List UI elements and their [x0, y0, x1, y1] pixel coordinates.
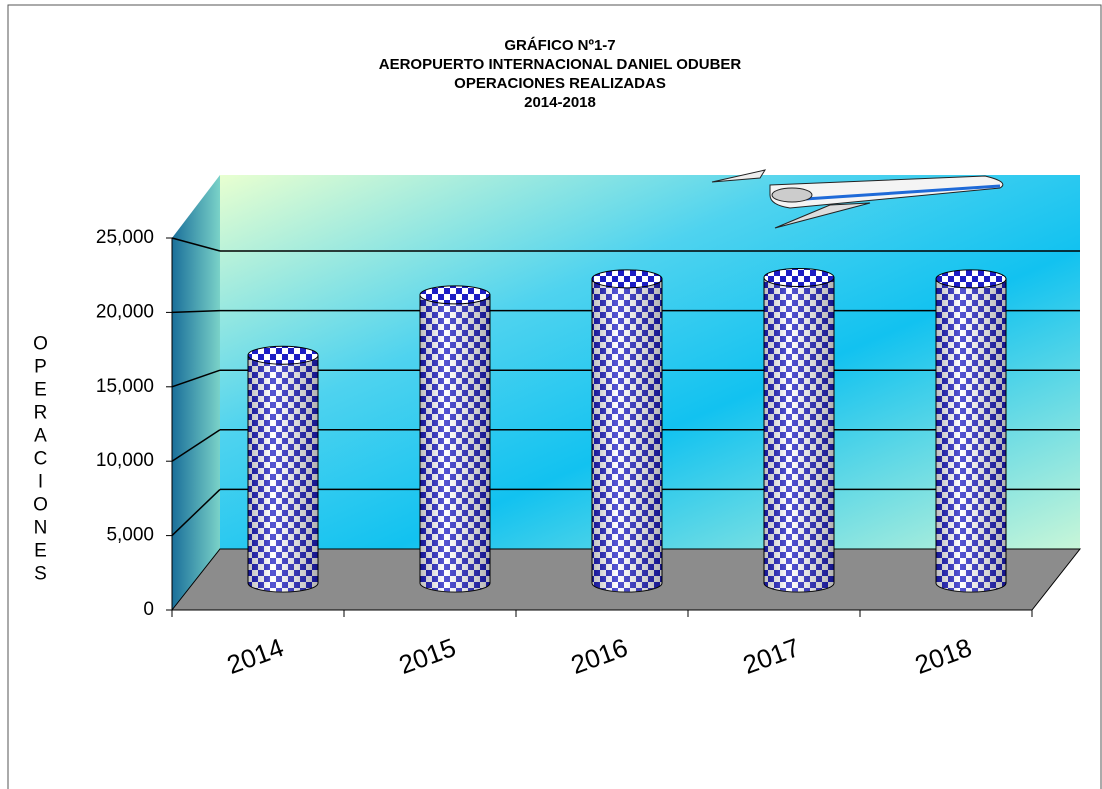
y-tick-label: 5,000	[106, 525, 154, 546]
bar-shade	[248, 355, 318, 592]
airplane	[711, 169, 1004, 229]
bar-shade	[936, 278, 1006, 592]
bar	[247, 345, 319, 593]
bar-top	[591, 269, 663, 289]
bar-top	[935, 269, 1007, 289]
bar-top	[247, 345, 319, 365]
y-axis-label: OPERACIONES	[30, 334, 51, 587]
y-tick-label: 0	[143, 599, 154, 620]
y-tick-label: 10,000	[96, 450, 154, 471]
bar-top	[763, 267, 835, 287]
grid-line	[171, 309, 221, 314]
title-line: 2014-2018	[524, 94, 596, 111]
y-tick-label: 25,000	[96, 227, 154, 248]
bar	[419, 285, 491, 593]
bar	[935, 269, 1007, 593]
y-tick-label: 15,000	[96, 376, 154, 397]
title-line: AEROPUERTO INTERNACIONAL DANIEL ODUBER	[379, 56, 742, 73]
grid-line	[171, 237, 221, 252]
grid-line	[171, 369, 221, 388]
bar-shade	[592, 278, 662, 592]
bar	[763, 267, 835, 593]
grid-line	[171, 488, 221, 537]
title-line: OPERACIONES REALIZADAS	[454, 75, 666, 92]
bar-top	[419, 285, 491, 305]
title: GRÁFICO Nº1-7 AEROPUERTO INTERNACIONAL DA…	[379, 37, 742, 111]
bar	[591, 269, 663, 593]
title-line: GRÁFICO Nº1-7	[504, 37, 615, 54]
bar-shade	[764, 277, 834, 592]
y-tick-label: 20,000	[96, 301, 154, 322]
bar-shade	[420, 294, 490, 592]
grid-line	[171, 429, 221, 462]
